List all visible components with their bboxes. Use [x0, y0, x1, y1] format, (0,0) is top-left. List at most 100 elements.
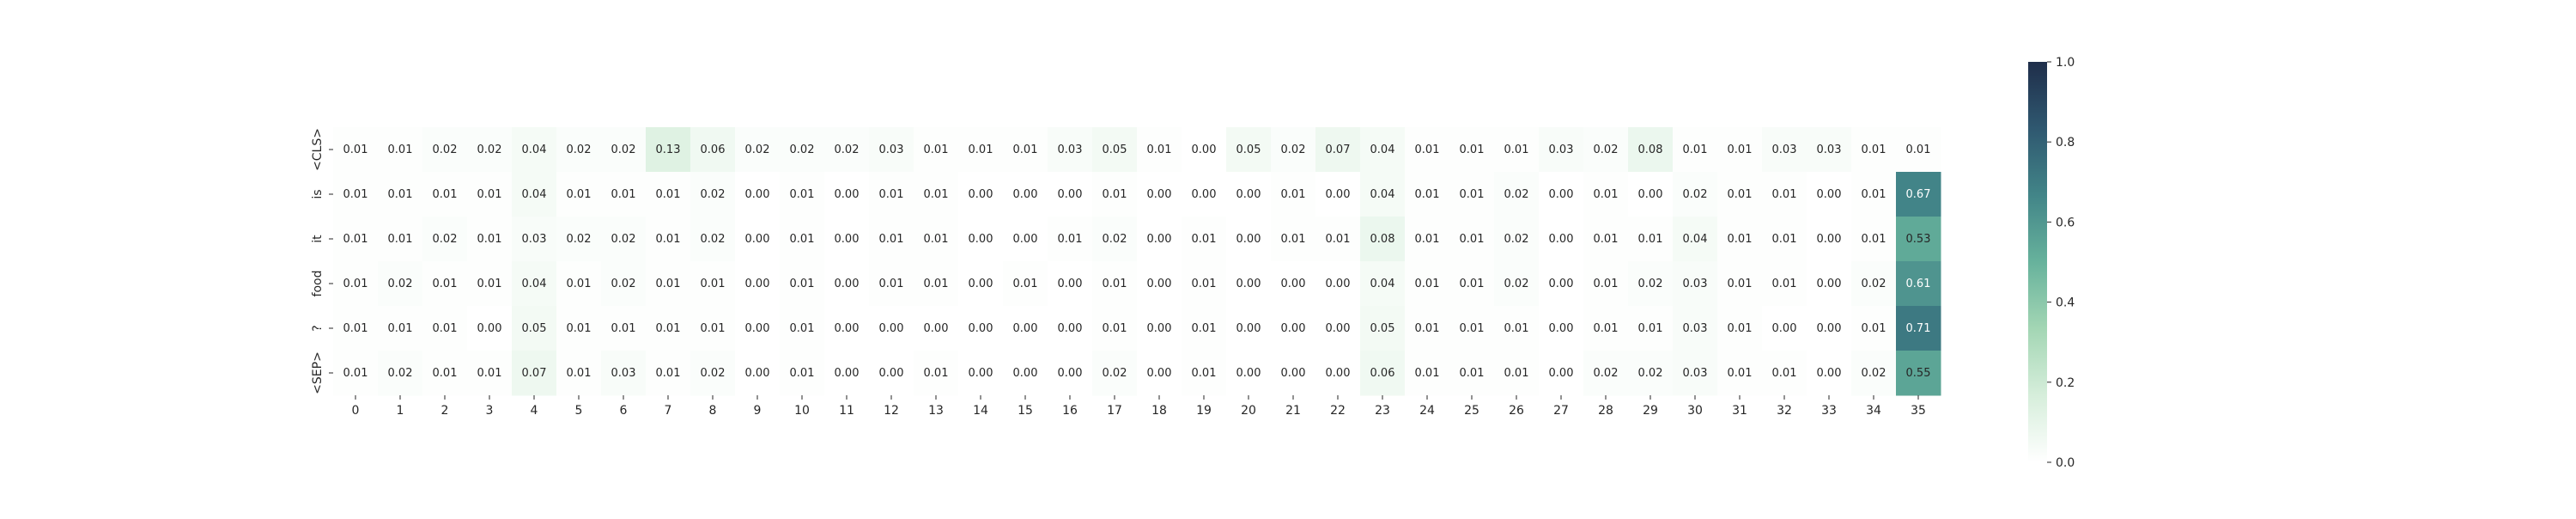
cell-value-label: 0.00 — [1549, 188, 1574, 201]
cell-value-label: 0.00 — [1281, 367, 1306, 380]
heatmap-cell — [512, 306, 557, 351]
cell-value-label: 0.01 — [1415, 367, 1440, 380]
heatmap-cell — [467, 127, 513, 173]
heatmap-cell — [1583, 351, 1629, 396]
cell-value-label: 0.01 — [1728, 143, 1753, 156]
cell-value-label: 0.01 — [1192, 367, 1217, 380]
heatmap-cell — [1583, 127, 1629, 173]
heatmap-cell — [1896, 261, 1941, 307]
x-tick-label: 21 — [1285, 404, 1301, 418]
heatmap-cell — [780, 172, 825, 217]
heatmap-cell — [646, 261, 691, 307]
cell-value-label: 0.02 — [1281, 143, 1306, 156]
cell-value-label: 0.01 — [1460, 143, 1485, 156]
cell-value-label: 0.01 — [924, 143, 949, 156]
cell-value-label: 0.04 — [1370, 278, 1395, 290]
heatmap-cell — [467, 261, 513, 307]
cell-value-label: 0.01 — [1862, 188, 1886, 201]
cell-value-label: 0.00 — [1192, 188, 1217, 201]
heatmap-cell — [1762, 172, 1807, 217]
cell-value-label: 0.01 — [1728, 188, 1753, 201]
heatmap-cell — [824, 172, 870, 217]
heatmap-cell — [1405, 261, 1450, 307]
heatmap-cell — [556, 351, 602, 396]
cell-value-label: 0.00 — [1817, 233, 1842, 246]
cell-value-label: 0.01 — [567, 322, 592, 335]
heatmap-cell — [512, 127, 557, 173]
heatmap-cell — [1673, 172, 1718, 217]
cell-value-label: 0.01 — [343, 143, 368, 156]
cell-value-label: 0.00 — [879, 322, 904, 335]
x-tick-label: 33 — [1821, 404, 1837, 418]
heatmap-cell — [1137, 127, 1182, 173]
heatmap-cell — [1896, 127, 1941, 173]
heatmap-cell — [1315, 306, 1361, 351]
x-tick-label: 17 — [1107, 404, 1122, 418]
cell-value-label: 0.01 — [1594, 188, 1619, 201]
heatmap-cell — [690, 351, 736, 396]
cell-value-label: 0.02 — [745, 143, 770, 156]
cell-value-label: 0.02 — [701, 367, 726, 380]
heatmap-cell — [1271, 172, 1316, 217]
heatmap-cell — [1851, 261, 1897, 307]
heatmap-cell — [1271, 217, 1316, 262]
heatmap-cell — [1360, 127, 1406, 173]
cell-value-label: 0.02 — [1862, 278, 1886, 290]
heatmap-cell — [1762, 351, 1807, 396]
heatmap-cell — [735, 261, 781, 307]
heatmap-cell — [1762, 127, 1807, 173]
heatmap-cell — [467, 351, 513, 396]
heatmap-cell — [1673, 261, 1718, 307]
heatmap-cell — [1405, 127, 1450, 173]
heatmap-cell — [1851, 351, 1897, 396]
cell-value-label: 0.01 — [1683, 143, 1708, 156]
cell-value-label: 0.00 — [1058, 367, 1083, 380]
cell-value-label: 0.02 — [567, 143, 592, 156]
heatmap-cell — [1539, 172, 1584, 217]
cell-value-label: 0.01 — [1415, 233, 1440, 246]
cell-value-label: 0.01 — [1728, 322, 1753, 335]
heatmap-cell — [869, 172, 914, 217]
y-tick-label: ? — [311, 325, 325, 331]
cell-value-label: 0.00 — [1326, 278, 1351, 290]
heatmap-cell — [1628, 172, 1674, 217]
heatmap-cell — [1360, 217, 1406, 262]
heatmap-cell — [1092, 351, 1138, 396]
heatmap-cell — [1762, 306, 1807, 351]
heatmap-cell — [378, 217, 423, 262]
heatmap-cell — [333, 172, 379, 217]
cell-value-label: 0.01 — [656, 278, 681, 290]
heatmap-cell — [1003, 217, 1048, 262]
colorbar-tick-label: 0.0 — [2056, 456, 2075, 470]
heatmap-cell — [1003, 306, 1048, 351]
heatmap-cell — [1271, 306, 1316, 351]
heatmap-cell — [1315, 172, 1361, 217]
heatmap-cell — [1182, 261, 1227, 307]
heatmap-cell — [1226, 217, 1272, 262]
cell-value-label: 0.00 — [1236, 233, 1261, 246]
cell-value-label: 0.01 — [1147, 143, 1172, 156]
heatmap-cell — [1092, 127, 1138, 173]
cell-value-label: 0.01 — [924, 233, 949, 246]
heatmap-cell — [958, 217, 1004, 262]
heatmap-cell — [1003, 172, 1048, 217]
cell-value-label: 0.02 — [1638, 367, 1663, 380]
cell-value-label: 0.00 — [1147, 278, 1172, 290]
cell-value-label: 0.08 — [1638, 143, 1663, 156]
cell-value-label: 0.00 — [1013, 233, 1038, 246]
heatmap-cell — [512, 217, 557, 262]
cell-value-label: 0.00 — [1058, 188, 1083, 201]
cell-value-label: 0.01 — [388, 233, 413, 246]
cell-value-label: 0.00 — [835, 367, 860, 380]
heatmap-cell — [869, 261, 914, 307]
x-tick-label: 26 — [1509, 404, 1524, 418]
heatmap-cell — [1494, 261, 1540, 307]
cell-value-label: 0.01 — [611, 322, 636, 335]
heatmap-cell — [1851, 127, 1897, 173]
heatmap-cell — [1851, 217, 1897, 262]
heatmap-cell — [824, 351, 870, 396]
cell-value-label: 0.53 — [1906, 233, 1931, 246]
cell-value-label: 0.02 — [1683, 188, 1708, 201]
cell-value-label: 0.01 — [1103, 322, 1127, 335]
heatmap-cell — [1494, 306, 1540, 351]
